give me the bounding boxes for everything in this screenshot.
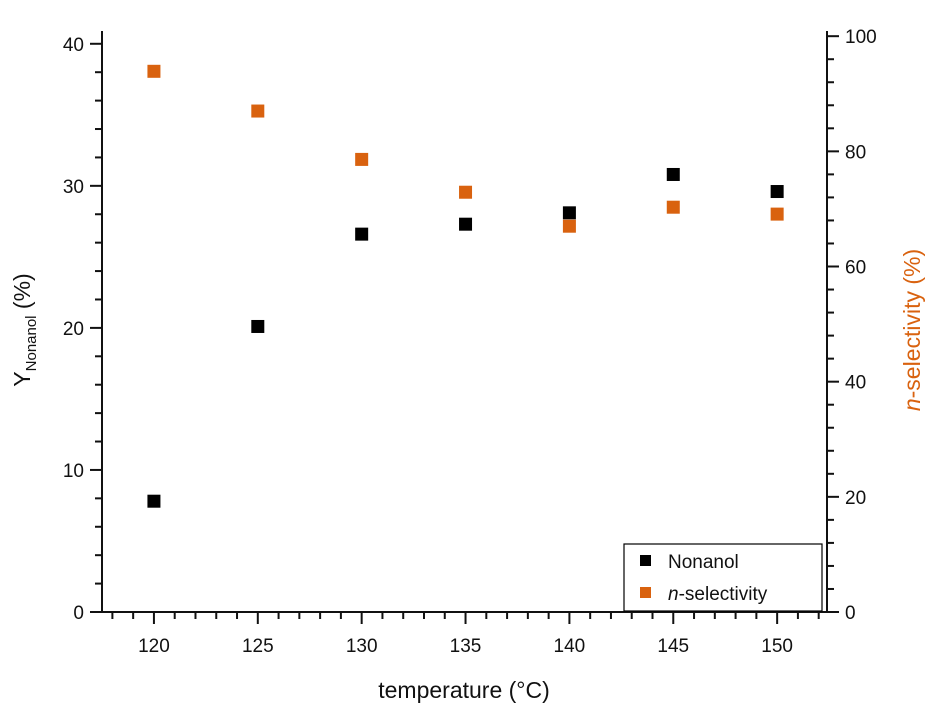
legend-label-nonanol: Nonanol	[668, 552, 739, 573]
legend: Nonanol n-selectivity	[623, 543, 823, 612]
svg-text:n-selectivity (%): n-selectivity (%)	[899, 249, 925, 411]
nonanol-point	[251, 319, 265, 333]
y2-tick-label: 80	[845, 142, 866, 163]
nonanol-point	[147, 494, 161, 508]
selectivity-point	[147, 64, 161, 78]
y-tick-label: 30	[63, 177, 84, 198]
x-tick-label: 145	[657, 636, 689, 657]
y2-axis-label: n-selectivity (%)	[899, 249, 925, 411]
selectivity-point	[770, 207, 784, 221]
axes: 120 125 130 135 140 145 150 0 10 20 30 40 0 20 40 60 80 1…	[63, 27, 877, 657]
x-tick-label: 140	[554, 636, 586, 657]
nonanol-point	[562, 206, 576, 220]
selectivity-point	[666, 200, 680, 214]
y-axis-label-main: Y	[9, 371, 35, 386]
y2-axis-label-italic: n	[899, 398, 925, 411]
legend-marker-selectivity	[640, 587, 651, 598]
selectivity-point	[562, 219, 576, 233]
y-tick-label: 10	[63, 461, 84, 482]
x-tick-label: 135	[450, 636, 482, 657]
data-points	[147, 64, 784, 508]
nonanol-point	[459, 217, 473, 231]
selectivity-point	[459, 185, 473, 199]
y2-axis-label-rest: -selectivity (%)	[899, 249, 925, 399]
nonanol-point	[355, 227, 369, 241]
legend-marker-nonanol	[640, 555, 651, 566]
nonanol-point	[770, 185, 784, 199]
y-axis-label: YNonanol (%)	[9, 273, 40, 386]
y-axis-label-sub: Nonanol	[23, 315, 40, 371]
y-tick-label: 20	[63, 319, 84, 340]
legend-label-selectivity: n-selectivity	[668, 584, 768, 605]
selectivity-point	[355, 152, 369, 166]
y-tick-label: 40	[63, 35, 84, 56]
x-tick-label: 150	[761, 636, 793, 657]
y2-tick-label: 100	[845, 27, 877, 48]
nonanol-point	[666, 167, 680, 181]
svg-text:YNonanol (%): YNonanol (%)	[9, 273, 40, 386]
x-axis-label: temperature (°C)	[378, 677, 550, 703]
y2-tick-label: 20	[845, 488, 866, 509]
selectivity-point	[251, 104, 265, 118]
y2-tick-label: 40	[845, 373, 866, 394]
y-axis-label-unit: (%)	[9, 273, 35, 315]
y-tick-label: 0	[73, 603, 84, 624]
y2-tick-label: 60	[845, 258, 866, 279]
y2-tick-label: 0	[845, 603, 856, 624]
x-tick-label: 130	[346, 636, 378, 657]
x-tick-label: 125	[242, 636, 274, 657]
x-tick-label: 120	[138, 636, 170, 657]
